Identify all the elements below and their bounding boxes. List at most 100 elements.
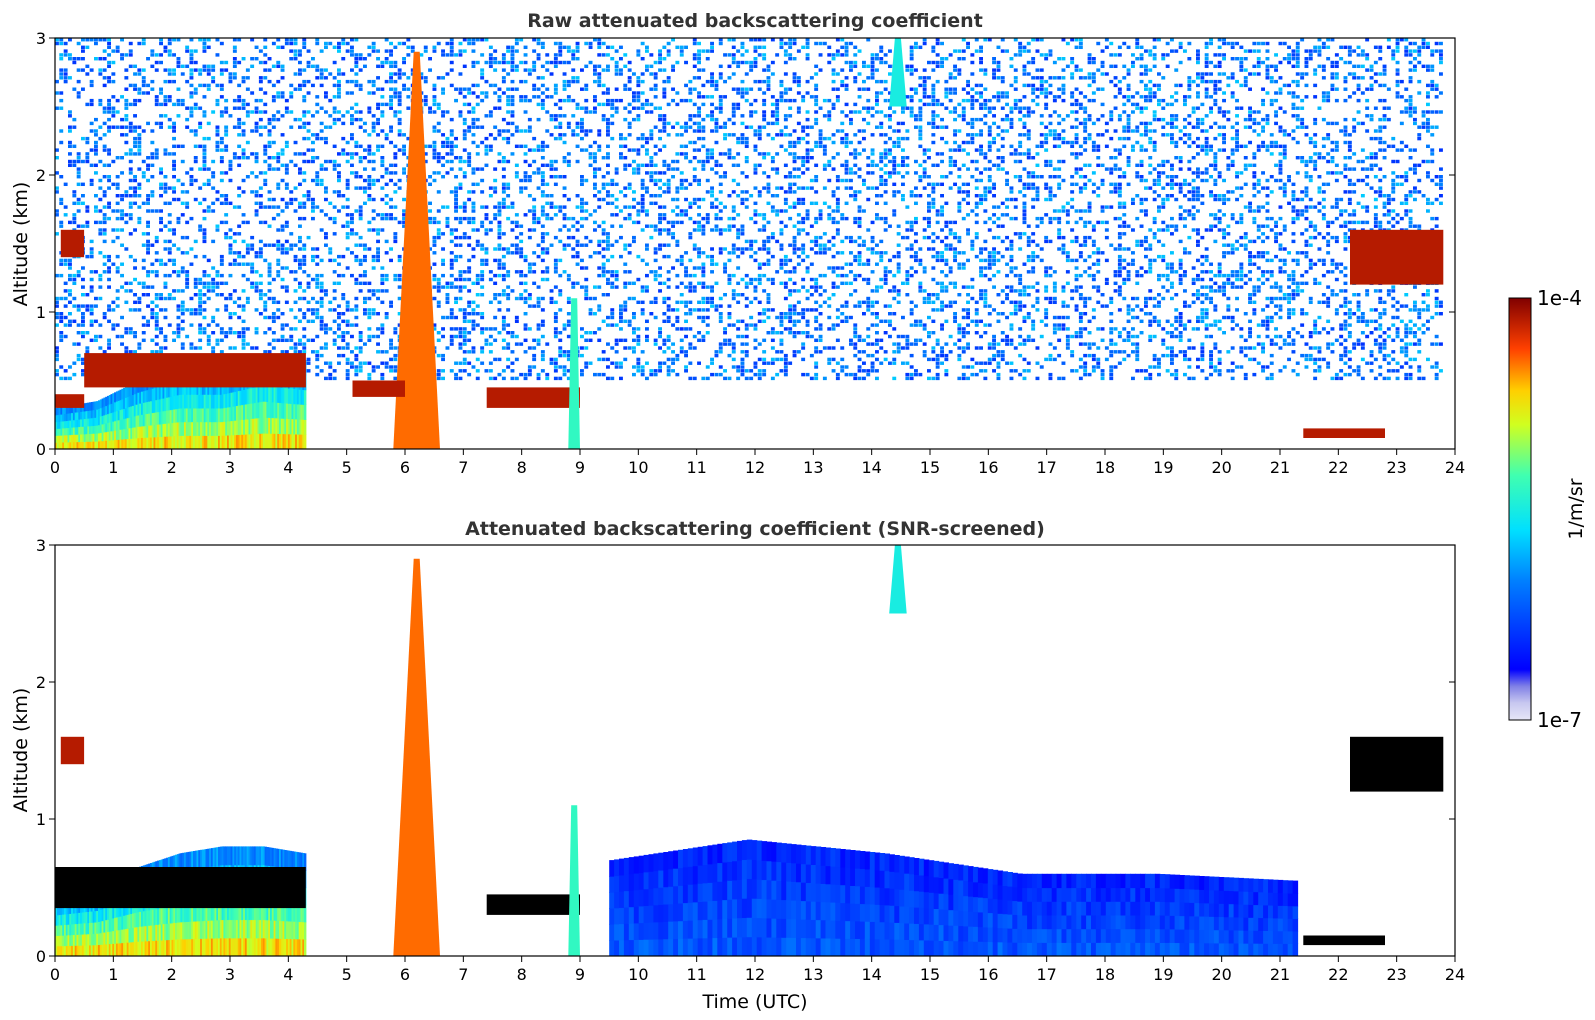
top-feature-background-noise-0-speckle: [337, 304, 341, 308]
top-feature-background-noise-0-speckle: [63, 182, 68, 187]
top-feature-background-noise-0-speckle: [692, 167, 697, 171]
top-feature-background-noise-0-speckle: [462, 342, 467, 346]
top-feature-background-noise-0-speckle: [337, 178, 341, 183]
top-feature-background-noise-0-speckle: [436, 106, 441, 110]
top-feature-background-noise-0-speckle: [740, 91, 745, 95]
top-feature-background-noise-0-speckle: [580, 327, 584, 331]
top-feature-background-noise-0-speckle: [371, 167, 376, 171]
top-feature-background-noise-0-speckle: [423, 152, 428, 156]
top-feature-background-noise-0-speckle: [566, 235, 571, 240]
top-feature-background-noise-0-speckle: [367, 133, 372, 137]
top-feature-background-noise-0-speckle: [202, 228, 207, 232]
top-feature-background-noise-0-speckle: [796, 289, 801, 293]
top-feature-background-noise-0-speckle: [536, 76, 541, 80]
top-feature-background-noise-0-speckle: [402, 41, 406, 46]
top-feature-background-noise-0-speckle: [458, 289, 463, 293]
top-feature-background-noise-0-speckle: [536, 117, 541, 122]
top-feature-background-noise-0-speckle: [497, 247, 502, 251]
top-feature-background-noise-0-speckle: [89, 121, 94, 126]
top-feature-background-noise-0-speckle: [779, 209, 784, 213]
top-feature-background-noise-0-speckle: [714, 197, 719, 202]
top-feature-background-noise-0-speckle: [89, 79, 94, 84]
top-feature-background-noise-0-speckle: [514, 247, 519, 251]
top-feature-background-noise-0-speckle: [263, 60, 268, 65]
top-feature-background-noise-0-speckle: [441, 205, 445, 209]
top-feature-background-noise-0-speckle: [584, 178, 589, 183]
top-feature-background-noise-0-speckle: [488, 60, 493, 65]
top-feature-background-noise-0-speckle: [593, 106, 597, 110]
top-feature-background-noise-0-speckle: [389, 258, 393, 263]
top-feature-background-noise-0-speckle: [580, 353, 584, 358]
top-feature-background-noise-0-speckle: [59, 338, 64, 343]
top-feature-background-noise-0-speckle: [653, 106, 658, 110]
top-feature-background-noise-0-speckle: [215, 308, 220, 312]
top-feature-background-noise-0-speckle: [757, 312, 762, 316]
top-feature-background-noise-0-speckle: [397, 323, 402, 327]
top-feature-background-noise-0-speckle: [284, 300, 289, 305]
top-feature-background-noise-0-speckle: [593, 156, 597, 160]
top-feature-background-noise-0-speckle: [163, 224, 168, 228]
top-feature-background-noise-0-speckle: [523, 372, 528, 377]
top-feature-background-noise-0-speckle: [328, 98, 333, 103]
top-feature-background-noise-0-speckle: [76, 95, 81, 99]
top-feature-background-noise-0-speckle: [679, 182, 684, 187]
top-feature-background-noise-0-speckle: [315, 102, 320, 107]
top-feature-background-noise-0-speckle: [315, 281, 320, 286]
top-feature-background-noise-0-speckle: [601, 41, 606, 46]
top-feature-background-noise-0-speckle: [163, 262, 168, 266]
top-feature-background-noise-0-speckle: [146, 178, 150, 183]
top-feature-background-noise-0-speckle: [363, 254, 367, 259]
top-feature-background-noise-0-speckle: [688, 140, 693, 145]
top-feature-background-noise-0-speckle: [744, 281, 749, 286]
top-feature-background-noise-0-speckle: [228, 315, 233, 320]
top-feature-background-noise-0-speckle: [779, 228, 784, 232]
top-feature-background-noise-0-speckle: [558, 350, 563, 354]
top-feature-background-noise-0-speckle: [198, 167, 203, 171]
top-feature-background-noise-0-speckle: [198, 281, 203, 286]
top-feature-background-noise-0-speckle: [610, 323, 615, 327]
top-feature-background-noise-0-speckle: [697, 76, 701, 80]
top-feature-background-noise-0-speckle: [662, 300, 667, 305]
top-feature-background-noise-0-speckle: [627, 216, 632, 221]
top-feature-background-noise-0-speckle: [497, 201, 502, 206]
top-feature-background-noise-0-speckle: [801, 308, 806, 312]
top-feature-background-noise-0-speckle: [723, 171, 727, 175]
top-feature-background-noise-0-speckle: [553, 331, 558, 335]
top-feature-background-noise-0-speckle: [553, 83, 558, 88]
top-feature-background-noise-0-speckle: [115, 182, 120, 187]
top-feature-background-noise-0-speckle: [475, 83, 480, 88]
top-feature-background-noise-0-speckle: [280, 285, 285, 289]
top-feature-background-noise-0-speckle: [137, 216, 142, 221]
top-feature-background-noise-0-speckle: [723, 205, 727, 209]
top-feature-background-noise-0-speckle: [328, 201, 333, 206]
top-feature-background-noise-0-speckle: [241, 133, 246, 137]
top-feature-background-noise-0-speckle: [736, 91, 741, 95]
top-feature-background-noise-0-speckle: [271, 98, 276, 103]
top-feature-background-noise-0-speckle: [241, 121, 246, 126]
top-feature-background-noise-0-speckle: [454, 315, 458, 320]
top-feature-background-noise-0-speckle: [449, 239, 454, 244]
top-feature-background-noise-0-speckle: [324, 91, 328, 95]
top-feature-background-noise-0-speckle: [749, 64, 754, 69]
top-feature-background-noise-0-speckle: [193, 106, 198, 110]
top-feature-background-noise-0-speckle: [376, 228, 380, 232]
top-feature-background-noise-0-speckle: [120, 209, 124, 213]
top-feature-background-noise-0-speckle: [128, 129, 133, 133]
top-feature-background-noise-0-speckle: [658, 171, 662, 175]
top-feature-background-noise-0-speckle: [211, 319, 216, 324]
top-feature-background-noise-0-speckle: [488, 148, 493, 152]
top-feature-background-noise-0-speckle: [692, 266, 697, 270]
top-feature-background-noise-0-speckle: [371, 114, 376, 118]
top-feature-background-noise-0-speckle: [649, 156, 654, 160]
top-feature-background-noise-0-speckle: [718, 372, 723, 377]
top-feature-background-noise-0-speckle: [384, 79, 389, 84]
top-feature-background-noise-0-speckle: [98, 197, 103, 202]
top-feature-background-noise-0-speckle: [540, 235, 545, 240]
top-feature-background-noise-0-speckle: [553, 64, 558, 69]
top-feature-background-noise-0-speckle: [462, 38, 467, 42]
top-feature-background-noise-0-speckle: [606, 144, 610, 149]
top-feature-background-noise-0-speckle: [432, 156, 437, 160]
top-feature-background-noise-0-speckle: [584, 338, 589, 343]
top-feature-background-noise-0-speckle: [597, 224, 602, 228]
top-feature-background-noise-0-speckle: [632, 331, 636, 335]
